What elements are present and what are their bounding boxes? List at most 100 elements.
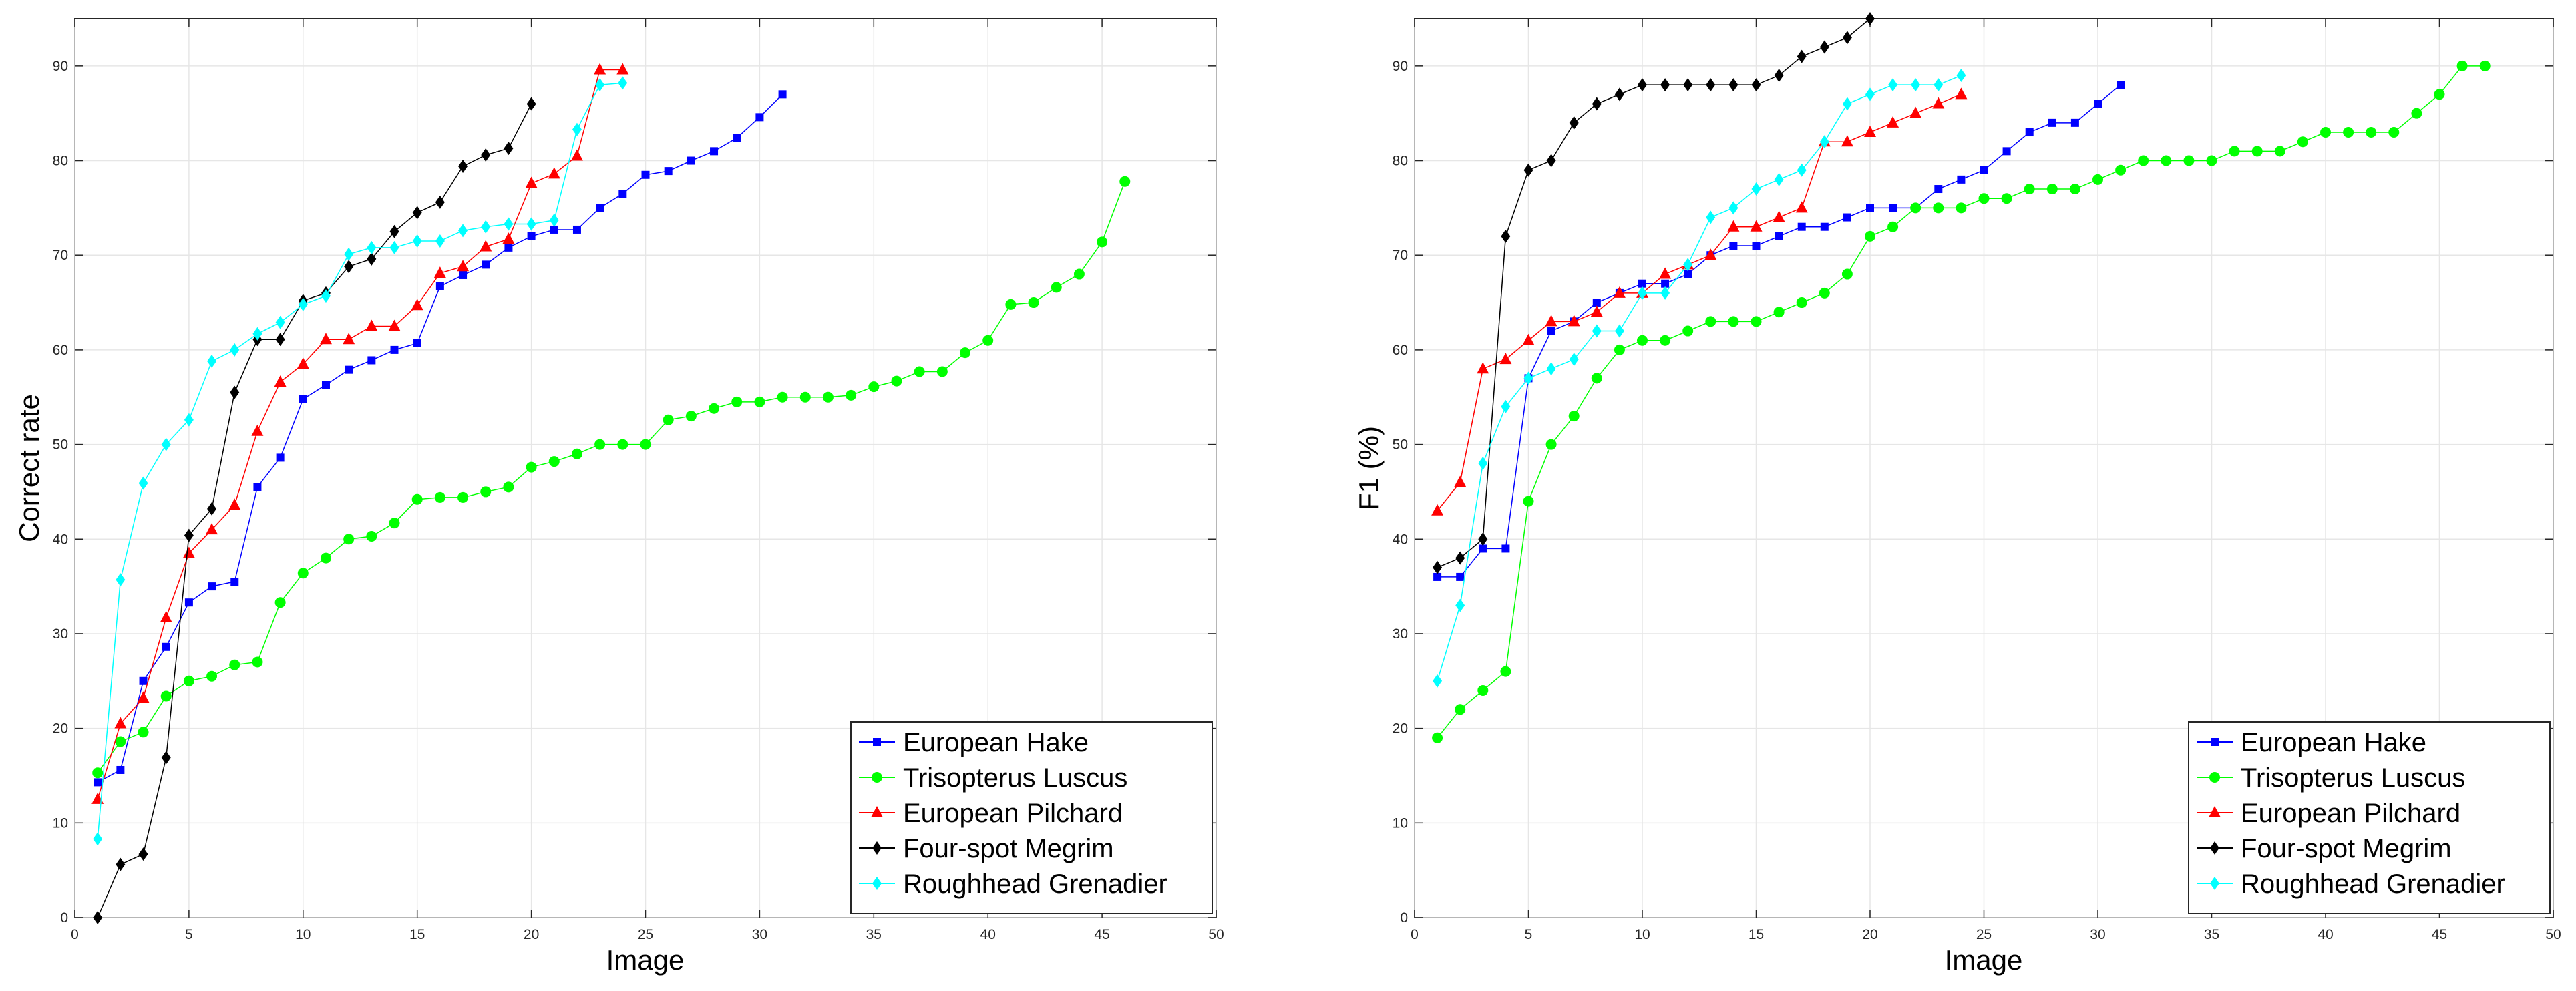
right-data-point-european-pilchard [1750,220,1763,232]
right-data-point-trisopterus-luscus [1432,732,1443,743]
right-data-point-trisopterus-luscus [2366,127,2377,138]
right-legend-label: European Pilchard [2241,799,2460,828]
right-data-point-roughhead-grenadier [1523,371,1533,385]
left-data-point-trisopterus-luscus [115,736,126,747]
right-series-trisopterus-luscus [1432,60,2491,743]
right-data-point-trisopterus-luscus [2343,127,2354,138]
right-data-point-european-hake [2117,81,2125,89]
right-legend-marker-trisopterus-luscus [2209,772,2220,783]
left-data-point-trisopterus-luscus [1097,236,1108,248]
left-data-point-trisopterus-luscus [252,656,263,668]
right-data-point-trisopterus-luscus [2206,155,2217,166]
right-y-tick-label: 90 [1393,59,1408,74]
right-data-point-trisopterus-luscus [1728,316,1739,327]
left-data-point-four-spot-megrim [116,857,126,871]
left-series-line-trisopterus-luscus [97,181,1125,773]
left-series [91,63,1131,924]
right-y-tick-label: 60 [1393,343,1408,358]
left-data-point-roughhead-grenadier [344,247,354,261]
right-data-point-four-spot-megrim [1433,560,1443,574]
left-data-point-european-hake [527,232,536,240]
right-data-point-trisopterus-luscus [2115,164,2127,176]
left-data-point-european-hake [413,339,421,347]
left-data-point-roughhead-grenadier [618,76,628,90]
right-data-point-roughhead-grenadier [1638,286,1647,300]
left-series-european-hake [94,90,787,787]
right-data-point-roughhead-grenadier [1934,78,1944,92]
left-data-point-roughhead-grenadier [207,354,217,368]
left-data-point-european-hake [504,243,513,252]
left-data-point-trisopterus-luscus [503,481,514,493]
left-data-point-four-spot-megrim [526,97,536,111]
right-data-point-trisopterus-luscus [2274,146,2285,157]
right-legend-item-trisopterus-luscus: Trisopterus Luscus [2197,763,2465,793]
right-data-point-european-pilchard [1454,475,1467,487]
left-x-tick-label: 40 [980,927,996,942]
right-data-point-european-hake [2048,118,2056,127]
right-data-point-trisopterus-luscus [2001,193,2012,204]
right-data-point-four-spot-megrim [1842,31,1852,45]
left-data-point-four-spot-megrim [230,385,240,399]
left-data-point-trisopterus-luscus [274,597,286,608]
left-data-point-trisopterus-luscus [594,439,606,450]
left-data-point-european-hake [299,395,307,403]
right-data-point-european-pilchard [1659,267,1672,279]
right-data-point-european-hake [1684,270,1692,278]
right-legend-box [2188,721,2551,914]
right-data-point-four-spot-megrim [1728,78,1738,92]
right-data-point-roughhead-grenadier [1751,182,1761,196]
left-y-tick-label: 30 [53,626,68,642]
left-data-point-trisopterus-luscus [617,439,628,450]
right-legend-marker-roughhead-grenadier [2210,877,2219,890]
right-y-tick-label: 20 [1393,721,1408,737]
left-data-point-european-hake [459,270,468,279]
left-legend-marker-trisopterus-luscus [872,772,882,783]
left-data-point-european-hake [94,778,102,787]
left-data-point-roughhead-grenadier [184,413,194,427]
left-data-point-four-spot-megrim [207,502,217,516]
right-legend-label: European Hake [2241,728,2426,757]
right-x-tick-label: 15 [1749,927,1764,942]
right-y-tick-label: 50 [1393,437,1408,453]
left-legend-label: European Hake [903,728,1089,757]
right-data-point-european-pilchard [1841,135,1853,147]
right-data-point-european-pilchard [1545,315,1557,327]
right-legend-label: Four-spot Megrim [2241,834,2452,863]
left-data-point-roughhead-grenadier [161,437,171,451]
right-data-point-european-pilchard [1864,126,1876,138]
right-data-point-trisopterus-luscus [1568,411,1580,422]
right-legend-label: Roughhead Grenadier [2241,869,2505,899]
right-data-point-trisopterus-luscus [1477,684,1489,696]
left-data-point-european-pilchard [137,691,150,703]
right-data-point-european-hake [1729,242,1738,250]
left-data-point-trisopterus-luscus [366,531,377,542]
left-grid [74,19,1217,918]
right-data-point-roughhead-grenadier [1569,353,1579,367]
right-x-tick-label: 20 [1862,927,1877,942]
right-data-point-european-pilchard [1568,315,1580,327]
right-data-point-european-hake [1479,544,1487,553]
left-data-point-trisopterus-luscus [297,568,309,579]
left-data-point-european-hake [139,676,148,685]
left-data-point-roughhead-grenadier [252,327,262,341]
left-data-point-european-pilchard [616,63,629,75]
left-data-point-four-spot-megrim [481,148,491,162]
left-y-tick-label: 60 [53,343,68,358]
left-series-european-pilchard [91,63,629,804]
right-data-point-trisopterus-luscus [2411,108,2422,119]
left-data-point-european-pilchard [548,167,560,179]
right-data-point-trisopterus-luscus [2320,127,2331,138]
right-data-point-european-pilchard [1499,353,1512,365]
right-data-point-trisopterus-luscus [1978,193,1990,204]
right-data-point-european-hake [1547,327,1555,335]
left-data-point-roughhead-grenadier [93,832,103,846]
right-legend-item-four-spot-megrim: Four-spot Megrim [2197,834,2452,863]
left-legend-item-european-hake: European Hake [859,728,1089,757]
left-data-point-european-hake [390,345,399,354]
right-series-roughhead-grenadier [1433,69,1966,688]
left-legend-marker-four-spot-megrim [872,841,882,855]
right-data-point-trisopterus-luscus [1660,335,1671,346]
left-data-point-european-pilchard [570,149,583,161]
left-legend-box [850,721,1213,914]
left-data-point-trisopterus-luscus [206,670,218,682]
